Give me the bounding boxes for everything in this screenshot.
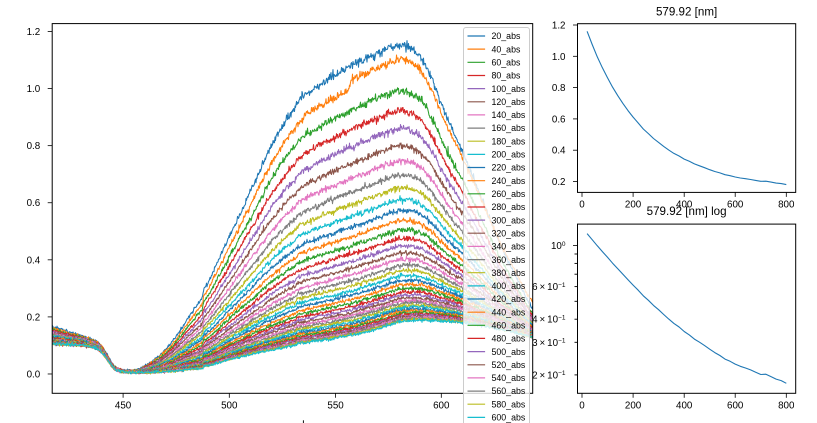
svg-text:400: 400	[676, 200, 693, 211]
svg-text:480_abs: 480_abs	[492, 334, 526, 344]
svg-text:500: 500	[221, 401, 238, 412]
svg-text:100_abs: 100_abs	[492, 84, 526, 94]
svg-text:800: 800	[778, 401, 795, 412]
svg-text:200_abs: 200_abs	[492, 150, 526, 160]
svg-text:4 × 10−1: 4 × 10−1	[532, 315, 566, 326]
svg-text:120_abs: 120_abs	[492, 97, 526, 107]
svg-text:260_abs: 260_abs	[492, 189, 526, 199]
svg-text:100: 100	[551, 241, 566, 252]
svg-text:1.0: 1.0	[27, 84, 41, 95]
svg-text:0.6: 0.6	[27, 198, 41, 209]
svg-text:580_abs: 580_abs	[492, 399, 526, 409]
svg-text:600_abs: 600_abs	[492, 413, 526, 423]
svg-text:460_abs: 460_abs	[492, 321, 526, 331]
svg-text:300_abs: 300_abs	[492, 215, 526, 225]
svg-text:0.2: 0.2	[552, 177, 566, 188]
svg-text:600: 600	[433, 401, 450, 412]
svg-text:360_abs: 360_abs	[492, 255, 526, 265]
svg-text:80_abs: 80_abs	[492, 71, 521, 81]
svg-text:440_abs: 440_abs	[492, 307, 526, 317]
svg-text:579.92 [nm] log: 579.92 [nm] log	[647, 205, 727, 218]
svg-text:0.6: 0.6	[552, 114, 566, 125]
svg-text:0.4: 0.4	[552, 146, 566, 157]
svg-text:220_abs: 220_abs	[492, 163, 526, 173]
svg-text:600: 600	[727, 401, 744, 412]
svg-text:1.0: 1.0	[552, 52, 566, 63]
svg-text:3 × 10−1: 3 × 10−1	[532, 338, 566, 349]
svg-text:200: 200	[625, 401, 642, 412]
svg-text:0: 0	[579, 401, 585, 412]
svg-text:0.2: 0.2	[27, 312, 41, 323]
svg-text:800: 800	[778, 200, 795, 211]
svg-text:0.0: 0.0	[27, 369, 41, 380]
svg-text:520_abs: 520_abs	[492, 360, 526, 370]
svg-text:560_abs: 560_abs	[492, 386, 526, 396]
svg-text:579.92 [nm]: 579.92 [nm]	[656, 6, 717, 19]
svg-text:500_abs: 500_abs	[492, 347, 526, 357]
svg-text:1.2: 1.2	[27, 27, 41, 38]
svg-text:160_abs: 160_abs	[492, 123, 526, 133]
svg-text:340_abs: 340_abs	[492, 242, 526, 252]
svg-text:200: 200	[625, 200, 642, 211]
svg-text:20_abs: 20_abs	[492, 31, 521, 41]
svg-text:180_abs: 180_abs	[492, 136, 526, 146]
svg-text:550: 550	[327, 401, 344, 412]
svg-text:0.4: 0.4	[27, 255, 41, 266]
svg-text:1.2: 1.2	[552, 21, 566, 32]
svg-text:0: 0	[579, 200, 585, 211]
svg-text:0.8: 0.8	[27, 141, 41, 152]
svg-text:400_abs: 400_abs	[492, 281, 526, 291]
svg-text:540_abs: 540_abs	[492, 373, 526, 383]
svg-text:6 × 10−1: 6 × 10−1	[532, 282, 566, 293]
svg-text:380_abs: 380_abs	[492, 268, 526, 278]
svg-text:140_abs: 140_abs	[492, 110, 526, 120]
svg-text:40_abs: 40_abs	[492, 44, 521, 54]
svg-text:400: 400	[676, 401, 693, 412]
svg-text:0.8: 0.8	[552, 83, 566, 94]
svg-text:60_abs: 60_abs	[492, 58, 521, 68]
svg-text:320_abs: 320_abs	[492, 228, 526, 238]
svg-text:600: 600	[727, 200, 744, 211]
svg-text:280_abs: 280_abs	[492, 202, 526, 212]
svg-text:420_abs: 420_abs	[492, 294, 526, 304]
svg-text:2 × 10−1: 2 × 10−1	[532, 370, 566, 381]
svg-text:450: 450	[115, 401, 132, 412]
svg-text:240_abs: 240_abs	[492, 176, 526, 186]
